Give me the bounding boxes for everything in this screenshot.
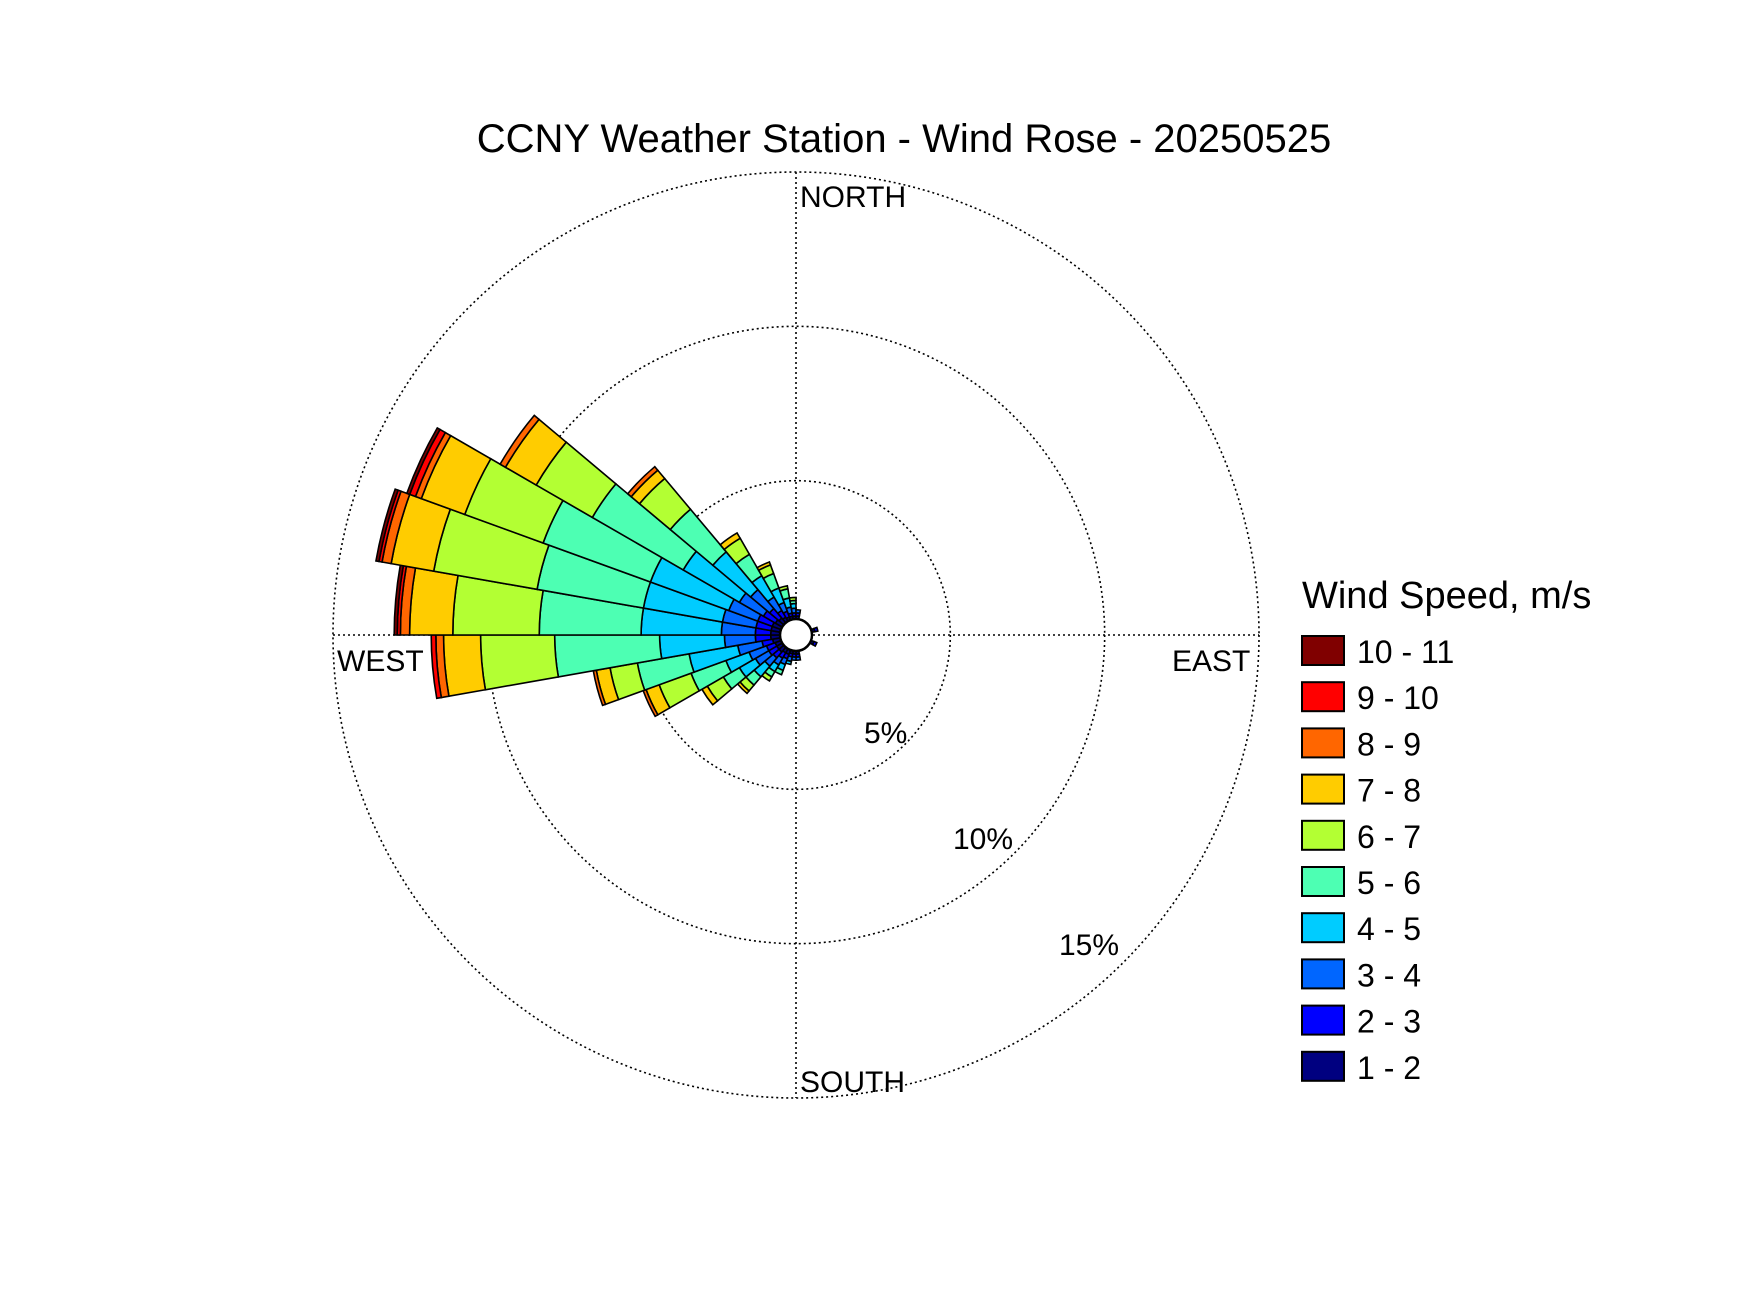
legend-label: 6 - 7 xyxy=(1357,819,1421,855)
legend-swatch xyxy=(1301,866,1345,897)
petal-segment-115deg-2-3 xyxy=(811,640,818,648)
chart-title: CCNY Weather Station - Wind Rose - 20250… xyxy=(477,117,1332,161)
legend-swatch xyxy=(1301,773,1345,805)
petal-segment-315deg-8-9 xyxy=(626,465,659,498)
petal-segment-295deg-10-11 xyxy=(405,426,442,496)
petal-segment-335deg-7-8 xyxy=(756,560,772,572)
legend-title: Wind Speed, m/s xyxy=(1302,575,1591,617)
legend-swatch xyxy=(1301,1050,1345,1082)
legend-swatch xyxy=(1301,958,1345,990)
wind-rose-petals xyxy=(375,414,819,718)
legend-label: 3 - 4 xyxy=(1357,957,1421,993)
petal-segment-5deg-3-4 xyxy=(795,608,802,615)
legend-swatch xyxy=(1301,912,1345,944)
legend: Wind Speed, m/s 10 - 11 9 - 10 8 - 9 7 - 8 6… xyxy=(1301,575,1591,1086)
legend-label: 10 - 11 xyxy=(1357,634,1454,670)
calm-circle xyxy=(778,617,814,653)
petal-segment-275deg-7-8 xyxy=(408,566,459,636)
legend-label: 4 - 5 xyxy=(1357,911,1421,947)
petal-segment-265deg-7-8 xyxy=(442,634,487,698)
petal-segment-355deg-6-7 xyxy=(788,596,797,602)
legend-label: 5 - 6 xyxy=(1357,865,1421,901)
polar-grid xyxy=(332,171,1260,1099)
legend-label: 2 - 3 xyxy=(1357,1004,1421,1040)
petal-segment-325deg-7-8 xyxy=(719,531,742,551)
petal-segment-285deg-10-11 xyxy=(375,488,400,563)
legend-swatch xyxy=(1301,819,1345,851)
petal-segment-265deg-6-7 xyxy=(479,634,560,691)
legend-swatch xyxy=(1301,635,1345,666)
west-label: WEST xyxy=(337,645,424,678)
legend-label: 8 - 9 xyxy=(1357,726,1421,762)
legend-label: 9 - 10 xyxy=(1357,680,1439,716)
legend-swatch xyxy=(1301,1004,1345,1036)
east-label: EAST xyxy=(1172,645,1250,678)
ring-label-10: 10% xyxy=(953,823,1013,856)
ring-label-15: 15% xyxy=(1059,929,1119,962)
ring-label-5: 5% xyxy=(864,717,907,750)
south-label: SOUTH xyxy=(800,1066,905,1099)
legend-label: 1 - 2 xyxy=(1357,1050,1421,1086)
petal-segment-75deg-2-3 xyxy=(812,626,819,633)
north-label: NORTH xyxy=(800,181,906,214)
grid-ring-5 xyxy=(640,479,952,791)
petal-segment-305deg-8-9 xyxy=(499,414,541,469)
legend-swatch xyxy=(1301,681,1345,713)
legend-label: 7 - 8 xyxy=(1357,773,1421,809)
petal-segment-345deg-6-7 xyxy=(777,584,789,592)
legend-swatch xyxy=(1301,727,1345,759)
calm-circle-shape xyxy=(778,617,814,653)
